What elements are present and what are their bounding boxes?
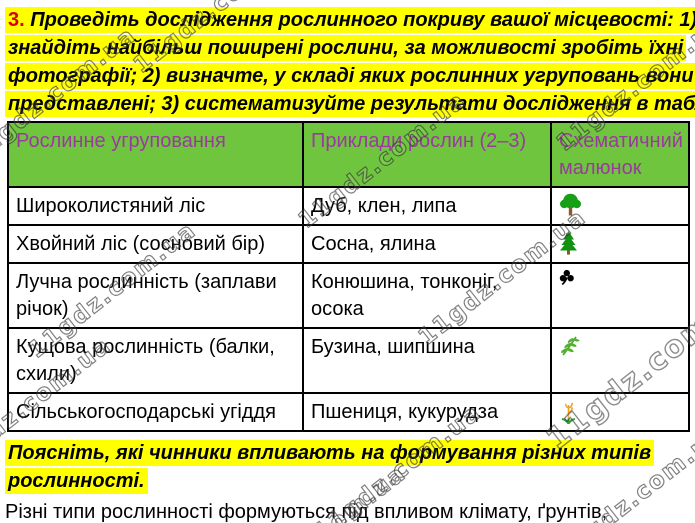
icon-cell — [550, 186, 690, 226]
icon-cell — [550, 262, 690, 329]
examples-cell: Дуб, клен, липа — [302, 186, 552, 226]
task-line: знайдіть найбільш поширені рослини, за м… — [5, 34, 695, 62]
question-line: рослинності. — [5, 467, 695, 495]
task-text: Проведіть дослідження рослинного покриву… — [30, 9, 695, 31]
task-line: представлені; 3) систематизуйте результа… — [5, 90, 695, 118]
group-cell: Сільськогосподарські угіддя — [7, 392, 304, 432]
question-line: Поясніть, які чинники впливають на форму… — [5, 439, 695, 467]
clover-icon — [559, 269, 681, 286]
table-row: Широколистяний ліс Дуб, клен, липа — [7, 186, 690, 226]
wheat-icon — [559, 399, 681, 425]
table-row: Лучна рослинність (заплави річок) Конюши… — [7, 262, 690, 329]
header-icon: Схематичний малюнок — [550, 121, 690, 188]
table-row: Кущова рослинність (балки, схили) Бузина… — [7, 327, 690, 394]
examples-cell: Пшениця, кукурудза — [302, 392, 552, 432]
table-header-row: Рослинне угруповання Приклади рослин (2–… — [7, 121, 690, 188]
examples-cell: Конюшина, тонконіг, осока — [302, 262, 552, 329]
answer-line: Різні типи рослинності формуються під вп… — [5, 501, 608, 523]
group-cell: Кущова рослинність (балки, схили) — [7, 327, 304, 394]
header-group: Рослинне угруповання — [7, 121, 304, 188]
task-line: фотографії; 2) визначте, у складі яких р… — [5, 62, 695, 90]
group-cell: Лучна рослинність (заплави річок) — [7, 262, 304, 329]
header-examples: Приклади рослин (2–3) — [302, 121, 552, 188]
task-line: 3. Проведіть дослідження рослинного покр… — [5, 6, 695, 34]
conifer-tree-icon — [559, 231, 681, 255]
task-paragraph: 3. Проведіть дослідження рослинного покр… — [0, 0, 695, 118]
branch-icon — [559, 334, 681, 358]
group-cell: Хвойний ліс (сосновий бір) — [7, 224, 304, 264]
icon-cell — [550, 327, 690, 394]
table-row: Сільськогосподарські угіддя Пшениця, кук… — [7, 392, 690, 432]
answer-paragraph: Різні типи рослинності формуються під вп… — [0, 495, 695, 523]
task-number: 3. — [8, 9, 25, 31]
group-cell: Широколистяний ліс — [7, 186, 304, 226]
table-row: Хвойний ліс (сосновий бір) Сосна, ялина — [7, 224, 690, 264]
icon-cell — [550, 392, 690, 432]
icon-cell — [550, 224, 690, 264]
examples-cell: Бузина, шипшина — [302, 327, 552, 394]
results-table: Рослинне угруповання Приклади рослин (2–… — [7, 121, 690, 432]
examples-cell: Сосна, ялина — [302, 224, 552, 264]
deciduous-tree-icon — [559, 193, 681, 217]
question-paragraph: Поясніть, які чинники впливають на форму… — [0, 432, 695, 495]
